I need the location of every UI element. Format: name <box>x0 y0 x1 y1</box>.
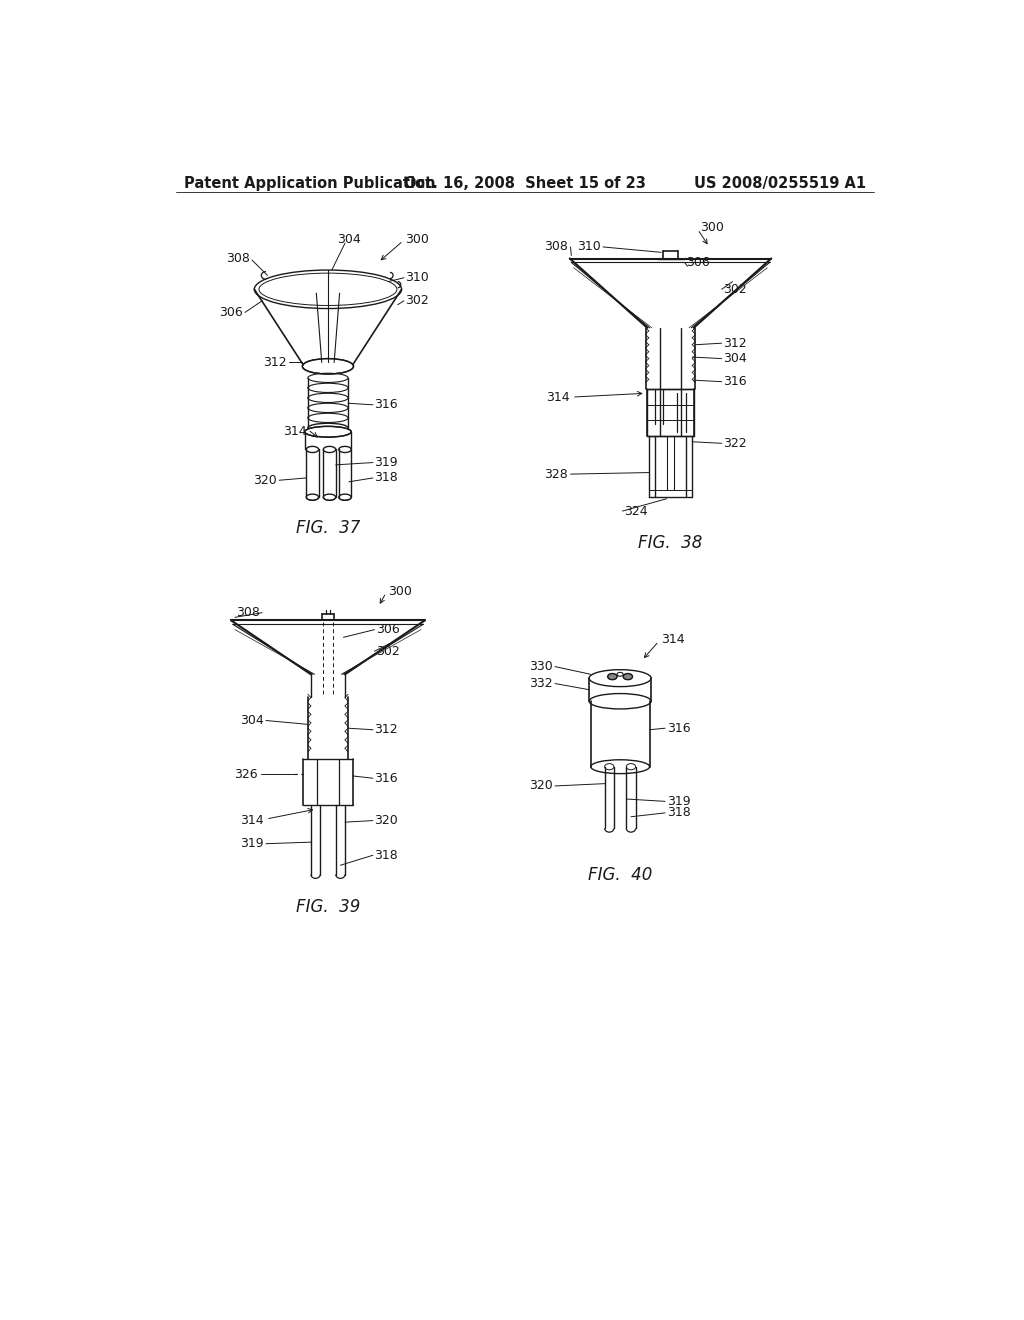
Ellipse shape <box>607 673 617 680</box>
Text: Patent Application Publication: Patent Application Publication <box>183 177 435 191</box>
Text: 300: 300 <box>406 232 429 246</box>
Text: 306: 306 <box>686 256 710 269</box>
Text: 306: 306 <box>376 623 399 636</box>
Text: 300: 300 <box>700 222 724 234</box>
Text: 308: 308 <box>226 252 250 265</box>
Text: 328: 328 <box>545 467 568 480</box>
Text: 314: 314 <box>546 391 569 404</box>
Text: 326: 326 <box>234 768 258 781</box>
Text: 319: 319 <box>667 795 690 808</box>
Text: 322: 322 <box>723 437 746 450</box>
Ellipse shape <box>339 494 351 500</box>
Ellipse shape <box>589 669 651 686</box>
Ellipse shape <box>589 693 651 709</box>
Text: 314: 314 <box>662 634 685 647</box>
Text: 318: 318 <box>375 471 398 484</box>
Polygon shape <box>647 389 693 436</box>
Ellipse shape <box>591 760 649 774</box>
Ellipse shape <box>305 426 351 437</box>
Ellipse shape <box>339 446 351 453</box>
Text: 304: 304 <box>240 714 263 727</box>
Text: 302: 302 <box>376 644 399 657</box>
Text: 316: 316 <box>375 772 398 785</box>
Text: 304: 304 <box>337 232 361 246</box>
Text: 316: 316 <box>723 375 746 388</box>
Text: 330: 330 <box>529 660 553 673</box>
Text: 316: 316 <box>375 399 398 412</box>
Text: 318: 318 <box>375 849 398 862</box>
Text: 308: 308 <box>236 606 260 619</box>
Ellipse shape <box>604 763 614 770</box>
Text: 319: 319 <box>375 455 398 469</box>
Text: 320: 320 <box>253 474 276 487</box>
Text: 314: 314 <box>240 814 263 828</box>
Text: 304: 304 <box>723 352 746 366</box>
Text: 319: 319 <box>240 837 263 850</box>
Text: 314: 314 <box>283 425 306 438</box>
Text: 324: 324 <box>624 504 647 517</box>
Text: 306: 306 <box>219 306 243 319</box>
Ellipse shape <box>254 271 401 309</box>
Text: 332: 332 <box>529 677 553 690</box>
Text: Oct. 16, 2008  Sheet 15 of 23: Oct. 16, 2008 Sheet 15 of 23 <box>403 177 646 191</box>
Text: 316: 316 <box>667 722 690 735</box>
Ellipse shape <box>324 446 336 453</box>
Text: 318: 318 <box>667 807 690 820</box>
Text: 302: 302 <box>406 294 429 308</box>
Text: 320: 320 <box>375 814 398 828</box>
Ellipse shape <box>302 359 353 374</box>
Ellipse shape <box>308 424 348 433</box>
Ellipse shape <box>324 494 336 500</box>
Text: 310: 310 <box>406 271 429 284</box>
Text: 312: 312 <box>723 337 746 350</box>
Text: 312: 312 <box>263 356 287 370</box>
Text: US 2008/0255519 A1: US 2008/0255519 A1 <box>693 177 866 191</box>
Ellipse shape <box>627 763 636 770</box>
Text: 308: 308 <box>545 240 568 253</box>
Text: 312: 312 <box>375 723 398 737</box>
Text: 300: 300 <box>388 585 412 598</box>
Text: FIG.  37: FIG. 37 <box>296 519 360 537</box>
Text: 320: 320 <box>529 779 553 792</box>
Text: FIG.  39: FIG. 39 <box>296 898 360 916</box>
Text: 310: 310 <box>577 240 601 253</box>
Text: FIG.  40: FIG. 40 <box>588 866 652 883</box>
Ellipse shape <box>306 494 318 500</box>
Ellipse shape <box>306 446 318 453</box>
Ellipse shape <box>624 673 633 680</box>
Text: 302: 302 <box>723 282 746 296</box>
Text: FIG.  38: FIG. 38 <box>638 535 702 552</box>
